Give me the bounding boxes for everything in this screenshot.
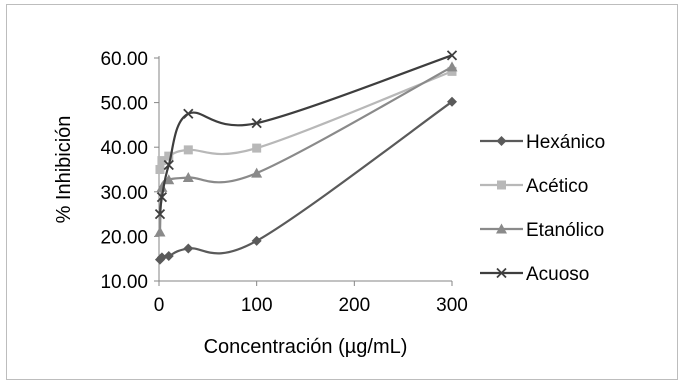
legend-item: Hexánico [480,132,605,153]
data-point [163,251,174,262]
y-tick-label: 20.00 [100,227,148,248]
legend-item: Etanólico [480,220,604,241]
data-point [156,192,168,203]
data-point [447,96,457,107]
y-tick-label: 50.00 [100,94,148,115]
line-chart: 10.00 20.00 30.00 40.00 50.00 60.00 0 100 200 300… [53,49,605,358]
series-line [158,70,453,170]
data-point [251,167,263,178]
x-tick-label: 300 [436,295,468,316]
legend-label: Acético [526,176,588,197]
legend-label: Hexánico [526,132,605,153]
legend-item: Acuoso [480,264,589,285]
data-point [164,151,174,161]
data-point [182,172,194,183]
y-tick-label: 10.00 [100,272,148,293]
data-point [155,165,165,174]
series-2 [154,61,458,237]
legend-item: Acético [480,176,588,197]
data-point [446,50,458,61]
axes: 10.00 20.00 30.00 40.00 50.00 60.00 0 100 200 300 [100,49,467,316]
legend-marker [496,223,507,234]
data-point [183,243,194,254]
data-point [156,181,168,192]
series-0 [154,96,457,265]
data-point [183,145,193,155]
x-tick-label: 200 [338,295,370,316]
chart-frame: 10.00 20.00 30.00 40.00 50.00 60.00 0 100 200 300… [6,4,678,380]
data-point [252,143,262,153]
data-point [251,235,262,246]
data-point [446,61,458,72]
legend-marker [497,180,506,190]
series-layer [154,50,458,265]
y-tick-label: 40.00 [100,138,148,159]
y-tick-label: 60.00 [100,49,148,70]
x-tick-label: 0 [154,295,165,316]
x-tick-label: 100 [241,295,273,316]
series-3 [154,50,458,220]
legend-marker [496,267,507,279]
data-point [163,159,174,171]
data-point [156,252,167,263]
x-axis-title: Concentración (µg/mL) [204,336,408,358]
legend: Hexánico Acético Etanólico Acuoso [480,132,605,285]
legend-label: Acuoso [526,264,589,285]
legend-label: Etanólico [526,220,604,241]
data-point [157,156,167,166]
y-tick-label: 30.00 [100,183,148,204]
series-1 [155,66,457,174]
data-point [154,208,166,220]
y-axis-title: % Inhibición [53,116,75,224]
data-point [154,226,166,237]
data-point [183,108,194,119]
legend-marker [496,136,507,146]
data-point [251,117,262,129]
data-point [163,174,175,185]
